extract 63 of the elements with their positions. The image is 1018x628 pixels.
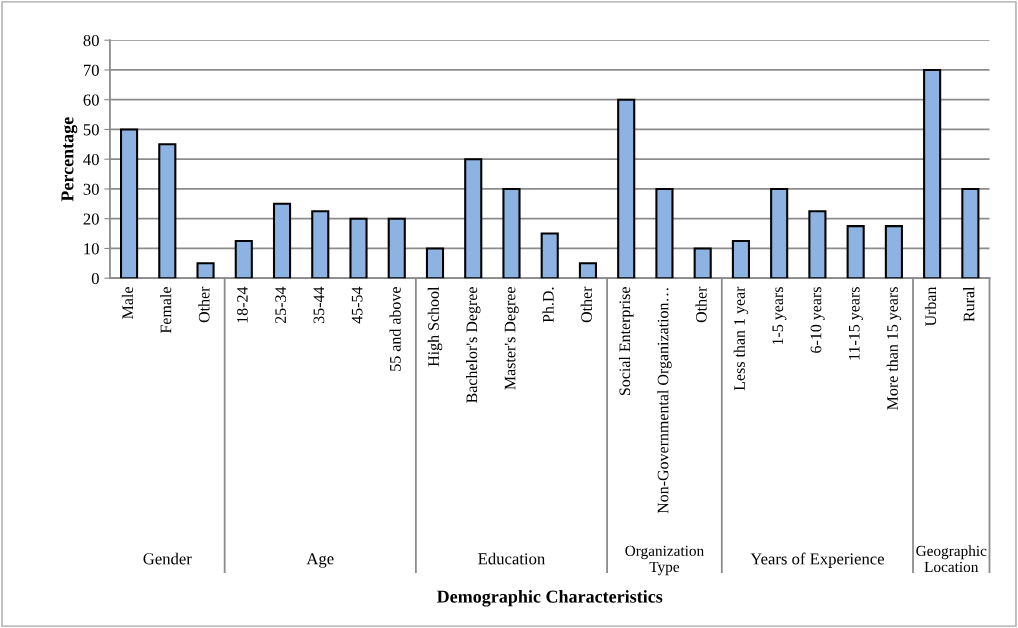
bar (617, 98, 636, 279)
x-tick-label: Female (160, 287, 172, 334)
bar (425, 247, 445, 279)
x-tick-label: Urban (924, 286, 937, 327)
y-tick-label: 70 (83, 64, 99, 76)
y-axis-title: Percentage (61, 117, 78, 202)
x-tick-label: High School (427, 286, 443, 367)
bar (349, 217, 368, 279)
y-tick-label: 40 (83, 153, 99, 166)
x-tick-label: 1-5 years (772, 287, 787, 345)
x-tick-label: More than 15 years (886, 287, 902, 410)
bar (884, 225, 903, 279)
bar (923, 68, 942, 279)
x-tick-label: Non-Governmental Organization… (657, 288, 672, 514)
x-tick-label: Rural (963, 286, 975, 322)
bar (158, 143, 177, 279)
bar (961, 187, 980, 279)
bar (578, 262, 598, 279)
x-tick-label: Social Enterprise (618, 287, 634, 396)
text: Gender (143, 552, 192, 565)
bar (196, 262, 215, 279)
x-tick-label: Male (121, 287, 134, 319)
y-tick-label: 80 (83, 34, 99, 47)
y-tick-label: 60 (83, 94, 99, 106)
bar (770, 187, 789, 279)
x-tick-label: 45-54 (351, 286, 363, 324)
x-axis-title: Demographic Characteristics (436, 590, 663, 607)
y-tick-label: 0 (91, 272, 99, 285)
bar (311, 210, 330, 279)
text: Age (306, 553, 334, 568)
bar (731, 239, 750, 279)
x-tick-label: 6-10 years (810, 287, 825, 353)
x-tick-label: Ph.D. (542, 287, 554, 323)
bar (464, 158, 483, 279)
bar (502, 187, 521, 279)
x-tick-label: Bachelor's Degree (465, 287, 481, 403)
bar (693, 247, 712, 279)
x-tick-label: Less than 1 year (733, 286, 749, 391)
x-tick-label: 55 and above (389, 287, 401, 371)
bar (846, 225, 865, 279)
y-tick-label: 50 (83, 124, 99, 136)
y-tick-label: 30 (83, 183, 99, 195)
y-tick-label: 20 (83, 213, 99, 225)
bar (234, 239, 253, 279)
text: Geographic Location (916, 545, 987, 573)
x-tick-label: Other (580, 286, 592, 323)
bar (387, 217, 406, 279)
bar (272, 202, 292, 279)
text: Education (478, 552, 546, 565)
x-tick-label: Other (198, 286, 210, 323)
x-tick-label: 25-34 (275, 286, 287, 324)
bar (808, 210, 827, 279)
bar (119, 128, 139, 279)
x-tick-label: Master's Degree (504, 287, 519, 390)
x-tick-label: Other (695, 286, 707, 323)
text: Organization Type (625, 545, 704, 576)
x-tick-label: 35-44 (313, 286, 325, 324)
x-tick-label: 11-15 years (848, 287, 863, 360)
x-tick-label: 18-24 (237, 286, 248, 323)
y-tick-label: 10 (84, 243, 99, 255)
bar (655, 187, 674, 279)
bar (540, 232, 559, 279)
text: Years of Experience (750, 552, 885, 568)
